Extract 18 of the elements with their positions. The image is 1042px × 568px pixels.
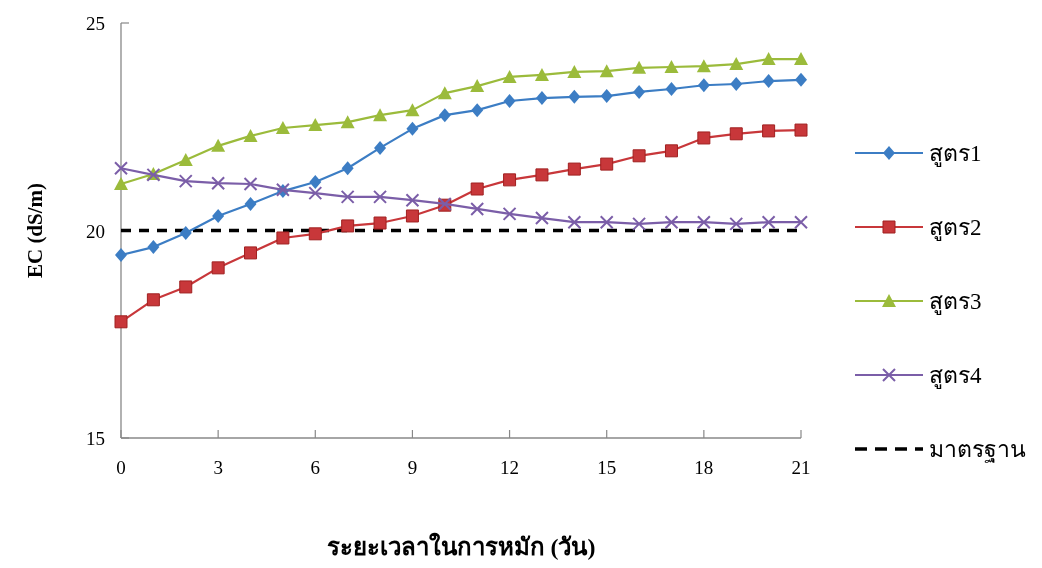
y-tick-label: 20 (86, 220, 105, 242)
y-tick-label: 15 (86, 428, 105, 449)
x-tick-label: 21 (791, 457, 811, 478)
y-tick-label: 25 (86, 13, 105, 34)
legend-label: สูตร1 (929, 141, 982, 167)
x-tick-label: 9 (407, 457, 418, 478)
x-tick-label: 3 (213, 457, 223, 478)
x-tick-label: 15 (597, 457, 617, 478)
y-axis-title: EC (dS/m) (23, 182, 47, 279)
legend-label: สูตร3 (929, 289, 982, 315)
x-tick-label: 18 (694, 457, 714, 478)
legend-label: สูตร4 (929, 363, 982, 389)
legend-label: สูตร2 (929, 215, 982, 241)
x-tick-label: 12 (500, 457, 520, 478)
x-axis-title: ระยะเวลาในการหมัก (วัน) (326, 532, 596, 560)
legend-label: มาตรฐาน (929, 437, 1026, 463)
x-tick-label: 6 (310, 457, 321, 478)
x-tick-label: 0 (116, 457, 126, 478)
